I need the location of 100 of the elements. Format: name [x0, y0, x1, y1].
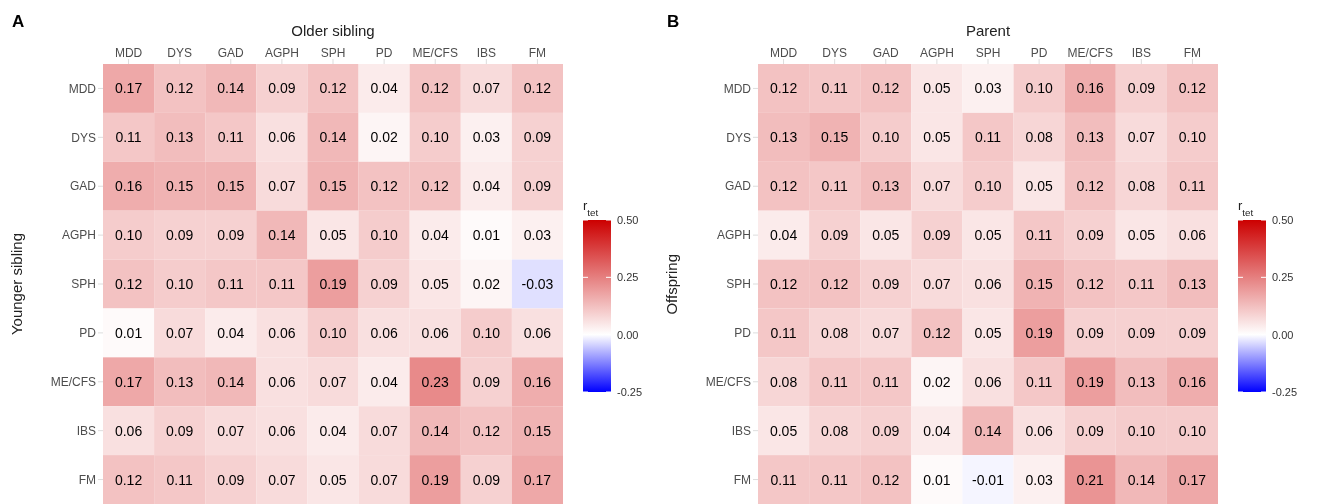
- x-tick-label: DYS: [822, 46, 848, 60]
- color-bar-label: 0.50: [1272, 214, 1294, 226]
- data-label: 0.05: [421, 276, 450, 292]
- data-label: 0.06: [974, 276, 1002, 292]
- data-label: 0.07: [1127, 129, 1156, 146]
- data-label: 0.02: [370, 129, 398, 146]
- chart-title: A: [12, 12, 25, 32]
- data-label: 0.11: [217, 276, 245, 292]
- data-label: 0.10: [974, 178, 1002, 195]
- data-label: 0.09: [268, 80, 296, 97]
- color-bar-label: 0.00: [617, 328, 639, 341]
- data-label: 0.03: [1025, 471, 1053, 488]
- x-axis-title: Parent: [964, 22, 1012, 39]
- data-label: 0.09: [217, 471, 245, 488]
- data-label: 0.01: [114, 324, 143, 341]
- data-label: 0.02: [472, 276, 501, 292]
- data-label: 0.11: [821, 471, 848, 488]
- data-label: 0.12: [114, 276, 143, 292]
- data-label: 0.10: [421, 129, 450, 146]
- y-tick-label: AGPH: [61, 228, 96, 243]
- y-tick-label: GAD: [69, 179, 97, 194]
- data-label: 0.05: [1025, 178, 1053, 195]
- data-label: 0.15: [1025, 276, 1053, 292]
- data-label: 0.12: [370, 178, 398, 195]
- data-label: 0.14: [217, 373, 245, 390]
- data-label: 0.05: [923, 129, 951, 146]
- data-label: 0.13: [166, 373, 194, 390]
- data-label: 0.09: [166, 227, 194, 244]
- data-label: 0.08: [769, 373, 798, 390]
- data-label: 0.10: [1178, 129, 1207, 146]
- data-label: 0.09: [472, 373, 501, 390]
- data-label: 0.13: [1178, 276, 1207, 292]
- y-axis-title: Younger sibling: [8, 232, 25, 336]
- data-label: 0.14: [319, 129, 347, 146]
- chart-title: B: [667, 12, 680, 32]
- data-label: 0.23: [421, 373, 450, 390]
- data-label: 0.09: [1127, 324, 1156, 341]
- data-label: 0.11: [217, 129, 245, 146]
- data-label: 0.09: [370, 276, 398, 292]
- data-label: 0.11: [872, 373, 900, 390]
- data-label: 0.14: [974, 422, 1002, 439]
- data-label: 0.03: [523, 227, 552, 244]
- data-label: 0.01: [923, 471, 951, 488]
- color-bar-title: r$_{tet}$: [1238, 198, 1254, 218]
- data-label: 0.13: [1076, 129, 1105, 146]
- data-label: 0.06: [370, 324, 398, 341]
- data-label: 0.07: [217, 422, 245, 439]
- data-label: 0.09: [872, 422, 900, 439]
- color-bar-label: -0.25: [1272, 386, 1298, 398]
- data-label: 0.09: [872, 276, 900, 292]
- x-tick-label: AGPH: [264, 46, 299, 60]
- data-label: 0.11: [770, 471, 797, 488]
- data-label: 0.13: [166, 129, 194, 146]
- data-label: 0.12: [472, 422, 501, 439]
- data-label: 0.17: [1178, 471, 1207, 488]
- y-tick-label: DYS: [71, 130, 96, 145]
- data-label: 0.19: [319, 276, 347, 292]
- data-label: 0.06: [114, 422, 143, 439]
- data-label: 0.10: [1178, 422, 1207, 439]
- data-label: 0.14: [421, 422, 450, 439]
- color-bar-label: 0.00: [1272, 328, 1294, 341]
- data-label: 0.07: [872, 324, 900, 341]
- data-label: 0.09: [523, 178, 552, 195]
- y-tick-label: ME/CFS: [50, 375, 96, 390]
- x-tick-label: DYS: [167, 46, 193, 60]
- y-axis-title: Offspring: [663, 253, 680, 315]
- data-label: 0.07: [923, 276, 951, 292]
- data-label: 0.19: [1076, 373, 1105, 390]
- data-label: 0.19: [1025, 324, 1053, 341]
- data-label: 0.10: [872, 129, 900, 146]
- data-label: 0.12: [1178, 80, 1207, 97]
- x-tick-label: SPH: [975, 46, 1001, 60]
- x-tick-label: GAD: [217, 46, 245, 60]
- x-tick-label: ME/CFS: [412, 46, 458, 60]
- data-label: 0.09: [821, 227, 849, 244]
- y-tick-label: GAD: [724, 179, 752, 194]
- data-label: 0.14: [217, 80, 245, 97]
- data-label: 0.12: [769, 276, 798, 292]
- data-label: 0.05: [974, 324, 1002, 341]
- x-tick-label: ME/CFS: [1067, 46, 1113, 60]
- color-bar-label: -0.25: [617, 386, 643, 398]
- data-label: 0.04: [370, 373, 398, 390]
- data-label: 0.05: [769, 422, 798, 439]
- y-tick-label: IBS: [76, 423, 96, 438]
- data-label: 0.04: [472, 178, 501, 195]
- data-label: 0.09: [1127, 80, 1156, 97]
- data-label: 0.05: [1127, 227, 1156, 244]
- x-tick-label: PD: [1030, 46, 1048, 60]
- data-label: 0.12: [166, 80, 194, 97]
- data-label: 0.17: [114, 373, 143, 390]
- data-label: 0.11: [166, 471, 193, 488]
- y-tick-label: FM: [78, 472, 96, 487]
- data-label: 0.14: [1127, 471, 1156, 488]
- data-label: 0.07: [268, 178, 296, 195]
- data-label: 0.15: [523, 422, 552, 439]
- data-label: 0.11: [974, 129, 1002, 146]
- data-label: 0.15: [217, 178, 245, 195]
- data-label: 0.05: [974, 227, 1002, 244]
- data-label: 0.04: [217, 324, 245, 341]
- x-tick-label: IBS: [1131, 46, 1152, 60]
